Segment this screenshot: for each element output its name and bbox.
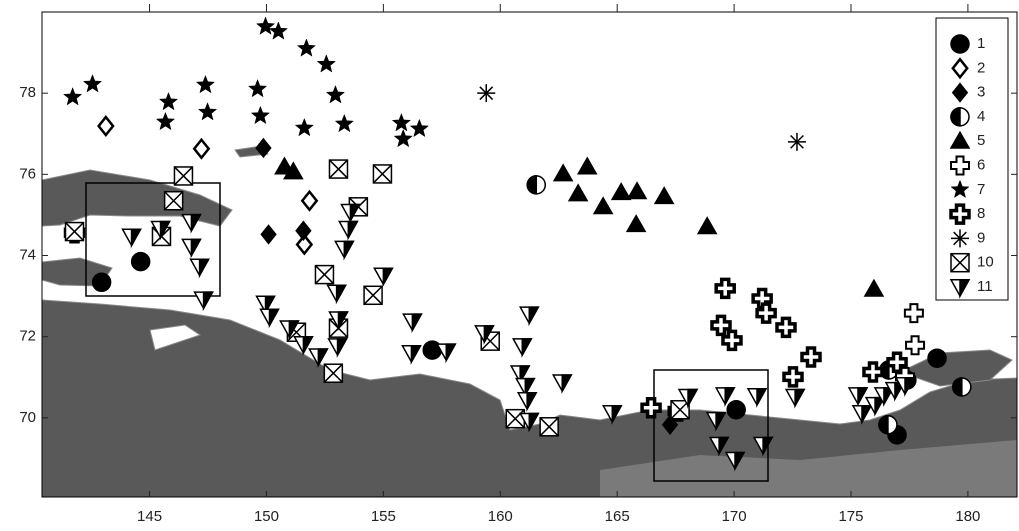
marker [928, 349, 946, 367]
marker [93, 273, 111, 291]
legend-label: 9 [977, 229, 985, 246]
marker [165, 192, 183, 210]
x-tick-label: 175 [838, 508, 863, 525]
marker [727, 401, 745, 419]
legend-label: 6 [977, 156, 985, 173]
y-tick-label: 72 [19, 328, 36, 345]
marker [66, 223, 84, 241]
page: {"chart_data": {"type": "scatter", "xlim… [0, 0, 1019, 531]
marker [527, 176, 545, 194]
marker [477, 84, 495, 102]
marker [951, 35, 969, 53]
marker [506, 410, 524, 428]
marker [953, 378, 971, 396]
legend-label: 11 [977, 278, 993, 295]
legend-label: 8 [977, 205, 985, 222]
x-tick-label: 165 [605, 508, 630, 525]
marker [788, 133, 806, 151]
legend-label: 3 [977, 84, 985, 101]
x-tick-label: 170 [722, 508, 747, 525]
y-tick-label: 76 [19, 165, 36, 182]
marker [951, 254, 969, 272]
marker [315, 266, 333, 284]
marker [373, 165, 391, 183]
legend-label: 1 [977, 35, 985, 52]
marker [324, 364, 342, 382]
legend-label: 7 [977, 181, 985, 198]
legend-label: 5 [977, 132, 985, 149]
map-chart: 1234567891011 14515015516016517017518070… [0, 0, 1019, 531]
marker [879, 416, 897, 434]
x-tick-label: 160 [488, 508, 513, 525]
marker [540, 418, 558, 436]
x-tick-label: 150 [254, 508, 279, 525]
marker [174, 167, 192, 185]
marker [364, 286, 382, 304]
y-tick-label: 78 [19, 84, 36, 101]
legend-box [936, 18, 1008, 300]
y-tick-label: 70 [19, 409, 36, 426]
marker [132, 253, 150, 271]
x-tick-label: 180 [955, 508, 980, 525]
legend-label: 4 [977, 108, 985, 125]
marker [951, 229, 969, 247]
legend-label: 10 [977, 254, 994, 271]
marker [951, 108, 969, 126]
legend-label: 2 [977, 59, 985, 76]
y-tick-label: 74 [19, 246, 36, 263]
x-tick-label: 155 [371, 508, 396, 525]
x-tick-label: 145 [137, 508, 162, 525]
marker [329, 160, 347, 178]
